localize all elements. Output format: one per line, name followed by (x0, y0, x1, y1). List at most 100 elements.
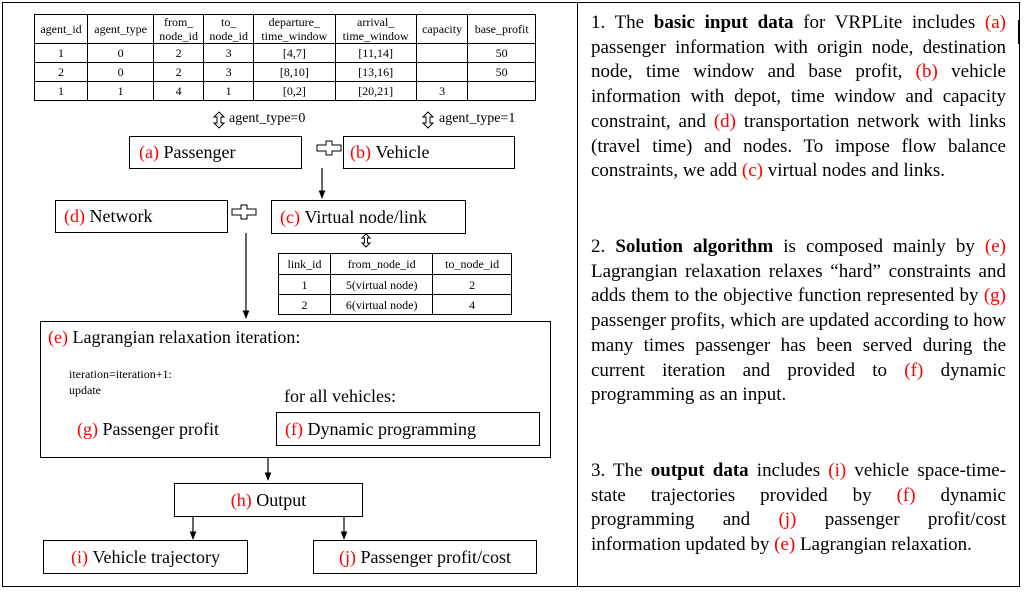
table-cell (467, 81, 536, 101)
agent-type-0-label: agent_type=0 (229, 111, 306, 126)
input-table-header: agent_id (33, 14, 89, 44)
text-run: passenger profit/cost information update… (591, 509, 1006, 556)
text-run: 3. The (591, 460, 651, 481)
passenger-profit-label: (g) Passenger profit (77, 419, 219, 440)
trajectory-tag: (i) (71, 546, 89, 567)
header-line: agent_id (40, 22, 82, 36)
header-line: arrival_ (357, 15, 395, 29)
output-data-paragraph: 3. The output data includes (i) vehicle … (591, 459, 1006, 558)
column-divider (577, 2, 578, 587)
input-table-header: base_profit (467, 14, 536, 44)
passenger-profit-cost-box: (j) Passenger profit/cost (313, 540, 537, 574)
header-line: node_id (159, 29, 198, 43)
vehicle-tag: (b) (350, 142, 371, 162)
reference-tag: (f) (896, 484, 916, 506)
text-run: passenger profits, which are updated acc… (591, 310, 1006, 381)
table-cell: 1 (87, 81, 155, 101)
table-cell: 0 (87, 43, 155, 63)
lagrangian-text: Lagrangian relaxation iteration: (72, 327, 301, 347)
table-cell: 6(virtual node) (330, 294, 434, 315)
header-line: base_profit (474, 22, 529, 36)
iteration-line-1: iteration=iteration+1: (69, 367, 172, 381)
header-line: to_ (220, 15, 237, 29)
table-cell: 5(virtual node) (330, 274, 434, 295)
vehicle-box: (b) Vehicle (343, 136, 515, 169)
virtual-tag: (c) (280, 206, 300, 227)
text-run: for VRPLite includes (793, 12, 985, 33)
bold-term: Solution algorithm (615, 236, 774, 257)
trajectory-text: Vehicle trajectory (92, 546, 220, 567)
link-table-header: to_node_id (432, 253, 512, 275)
link-table-header: link_id (277, 253, 332, 275)
table-cell: 2 (277, 294, 332, 315)
profit-text: Passenger profit (102, 419, 219, 439)
table-cell: 2 (33, 62, 89, 82)
input-table-header: from_ node_id (153, 14, 205, 44)
virtual-node-box: (c) Virtual node/link (271, 200, 466, 234)
virtual-text: Virtual node/link (304, 206, 427, 227)
passenger-tag: (a) (139, 142, 159, 162)
dynamic-programming-box: (f) Dynamic programming (276, 412, 540, 446)
output-text: Output (256, 489, 307, 510)
reference-tag: (j) (778, 509, 797, 531)
plus-icon (316, 140, 342, 156)
text-run: dynamic programming and (591, 484, 1006, 531)
solution-algorithm-paragraph: 2. Solution algorithm is composed mainly… (591, 235, 1006, 408)
reference-tag: (a) (984, 12, 1007, 33)
text-run: vehicle information with depot, time win… (591, 61, 1006, 132)
text-run: dynamic programming as an input. (591, 359, 1006, 406)
profit-cost-text: Passenger profit/cost (360, 546, 511, 567)
double-arrow-icon (360, 233, 372, 248)
link-table-header-row: link_id from_node_id to_node_id (277, 253, 512, 275)
text-run: 1. The (591, 12, 654, 33)
text-run: passenger information with origin node, … (591, 36, 1006, 83)
header-line: departure_ (268, 15, 320, 29)
table-cell: 4 (432, 294, 512, 315)
iteration-line-2: update (69, 383, 101, 397)
table-cell: [0,2] (253, 81, 336, 101)
reference-tag: (g) (983, 285, 1006, 307)
vehicle-text: Vehicle (375, 142, 430, 162)
network-tag: (d) (64, 206, 85, 226)
table-cell: [11,14] (334, 43, 417, 63)
input-data-table: agent_id agent_type from_ node_id to_ node_id… (33, 14, 536, 101)
input-data-paragraph: 1. The basic input data for VRPLite incl… (591, 11, 1006, 184)
header-line: agent_type (94, 22, 147, 36)
table-row: 1 5(virtual node) 2 (277, 274, 512, 295)
table-row: 2 0 2 3 [8,10] [13,16] 50 (33, 62, 536, 82)
text-run: Lagrangian relaxation relaxes “hard” con… (591, 260, 1006, 307)
dp-text: Dynamic programming (307, 418, 476, 439)
passenger-text: Passenger (163, 142, 236, 162)
table-cell: [8,10] (253, 62, 336, 82)
network-text: Network (89, 206, 153, 226)
table-cell: 1 (277, 274, 332, 295)
text-run: Lagrangian relaxation. (795, 534, 972, 556)
text-run: virtual nodes and links. (763, 160, 946, 182)
text-run: includes (748, 460, 829, 481)
reference-tag: (b) (915, 61, 938, 83)
table-row: 1 0 2 3 [4,7] [11,14] 50 (33, 43, 536, 63)
reference-tag: (e) (774, 534, 796, 556)
header-line: node_id (209, 29, 248, 43)
vehicle-trajectory-box: (i) Vehicle trajectory (43, 540, 248, 574)
plus-icon (231, 204, 257, 220)
double-arrow-icon (212, 111, 226, 129)
table-cell: 2 (432, 274, 512, 295)
input-table-header: to_ node_id (203, 14, 255, 44)
table-cell: [4,7] (253, 43, 336, 63)
profit-cost-tag: (j) (339, 546, 357, 567)
header-line: time_window (342, 29, 409, 43)
reference-tag: (f) (904, 359, 924, 381)
table-row: 2 6(virtual node) 4 (277, 294, 512, 315)
header-line: capacity (422, 22, 463, 36)
output-box: (h) Output (174, 483, 363, 517)
virtual-link-table: link_id from_node_id to_node_id 1 5(virtual … (277, 253, 512, 315)
lagrangian-tag: (e) (48, 327, 68, 347)
output-tag: (h) (230, 489, 252, 510)
table-cell: 1 (203, 81, 255, 101)
text-run: transportation network with links (trave… (591, 110, 1006, 182)
input-table-header: agent_type (87, 14, 155, 44)
passenger-box: (a) Passenger (129, 136, 302, 169)
